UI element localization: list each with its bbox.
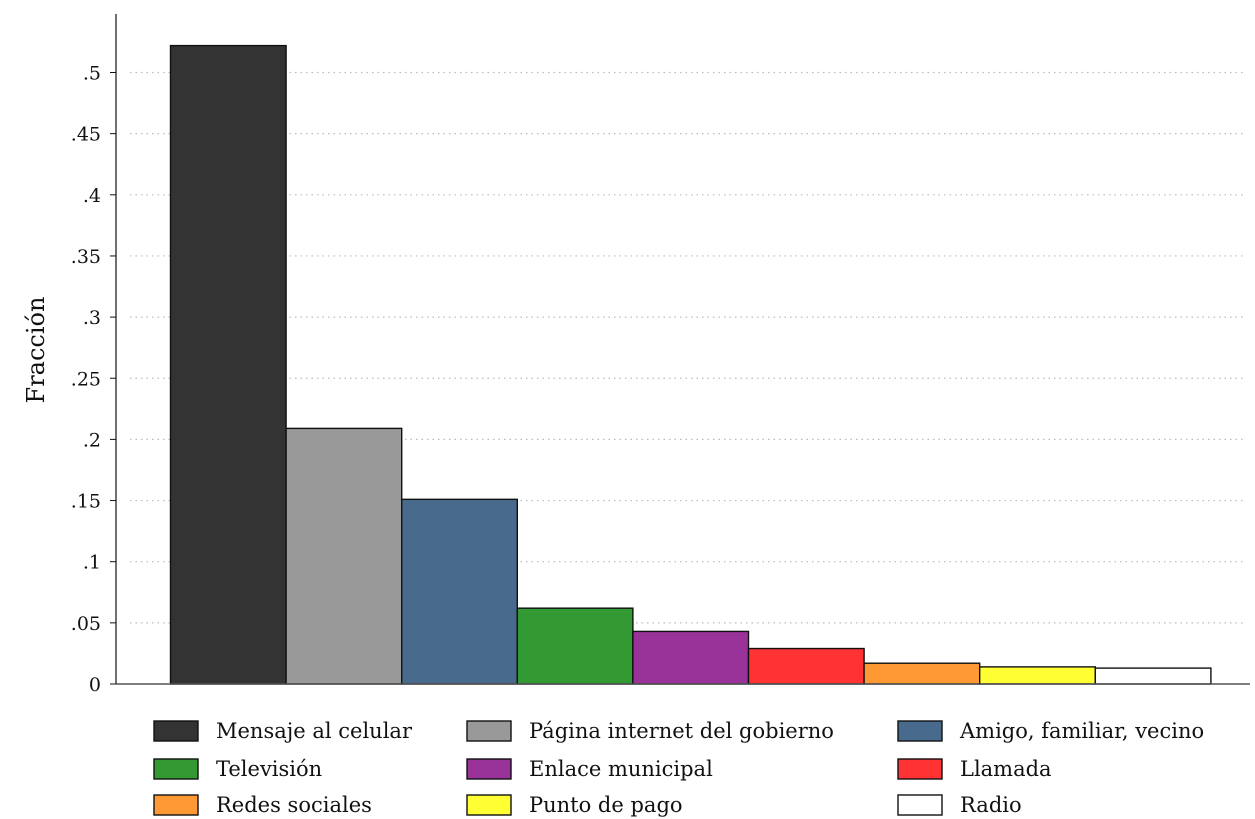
legend-swatch	[466, 720, 512, 742]
bar-5	[632, 630, 750, 685]
y-tick-label: .4	[83, 185, 101, 207]
y-tick-label: .05	[71, 613, 101, 635]
bar-7	[863, 662, 981, 685]
y-tick-label: .15	[71, 491, 101, 513]
y-tick-label: .1	[83, 552, 101, 574]
y-tick-label: .3	[83, 307, 101, 329]
legend-label: Redes sociales	[216, 793, 372, 817]
bar-8	[979, 666, 1097, 685]
y-ticks: 0 .05 .1 .15 .2 .25 .3 .35 .4 .45 .5	[71, 63, 116, 696]
legend-swatch	[153, 758, 199, 780]
bar-2	[285, 427, 403, 685]
legend: Mensaje al celular Página internet del go…	[153, 719, 1204, 817]
legend-swatch	[897, 758, 943, 780]
legend-item: Página internet del gobierno	[466, 719, 834, 743]
y-tick-label: .45	[71, 124, 101, 146]
y-tick-label: 0	[89, 674, 101, 696]
legend-swatch	[897, 794, 943, 816]
legend-label: Punto de pago	[529, 793, 683, 817]
y-axis-label: Fracción	[22, 297, 50, 404]
legend-swatch	[897, 720, 943, 742]
bar-4	[516, 607, 634, 685]
legend-label: Página internet del gobierno	[529, 719, 834, 743]
legend-swatch	[466, 758, 512, 780]
y-tick-label: .25	[71, 368, 101, 390]
legend-swatch	[153, 794, 199, 816]
legend-item: Enlace municipal	[466, 757, 713, 781]
legend-label: Enlace municipal	[529, 757, 713, 781]
bar-3	[401, 498, 519, 685]
legend-label: Amigo, familiar, vecino	[959, 719, 1204, 743]
legend-item: Amigo, familiar, vecino	[897, 719, 1204, 743]
legend-label: Llamada	[960, 757, 1052, 781]
y-tick-label: .35	[71, 246, 101, 268]
y-tick-label: .2	[83, 429, 101, 451]
bars	[169, 44, 1212, 685]
legend-label: Mensaje al celular	[216, 719, 413, 743]
legend-swatch	[466, 794, 512, 816]
legend-item: Televisión	[153, 757, 322, 781]
bar-1	[169, 44, 287, 685]
legend-item: Llamada	[897, 757, 1052, 781]
legend-item: Redes sociales	[153, 793, 372, 817]
legend-swatch	[153, 720, 199, 742]
legend-item: Punto de pago	[466, 793, 683, 817]
legend-label: Radio	[960, 793, 1022, 817]
axes	[115, 14, 1250, 685]
bar-9	[1094, 667, 1212, 685]
legend-item: Mensaje al celular	[153, 719, 413, 743]
legend-item: Radio	[897, 793, 1022, 817]
bar-6	[747, 647, 865, 685]
legend-label: Televisión	[216, 757, 322, 781]
y-tick-label: .5	[83, 63, 101, 85]
